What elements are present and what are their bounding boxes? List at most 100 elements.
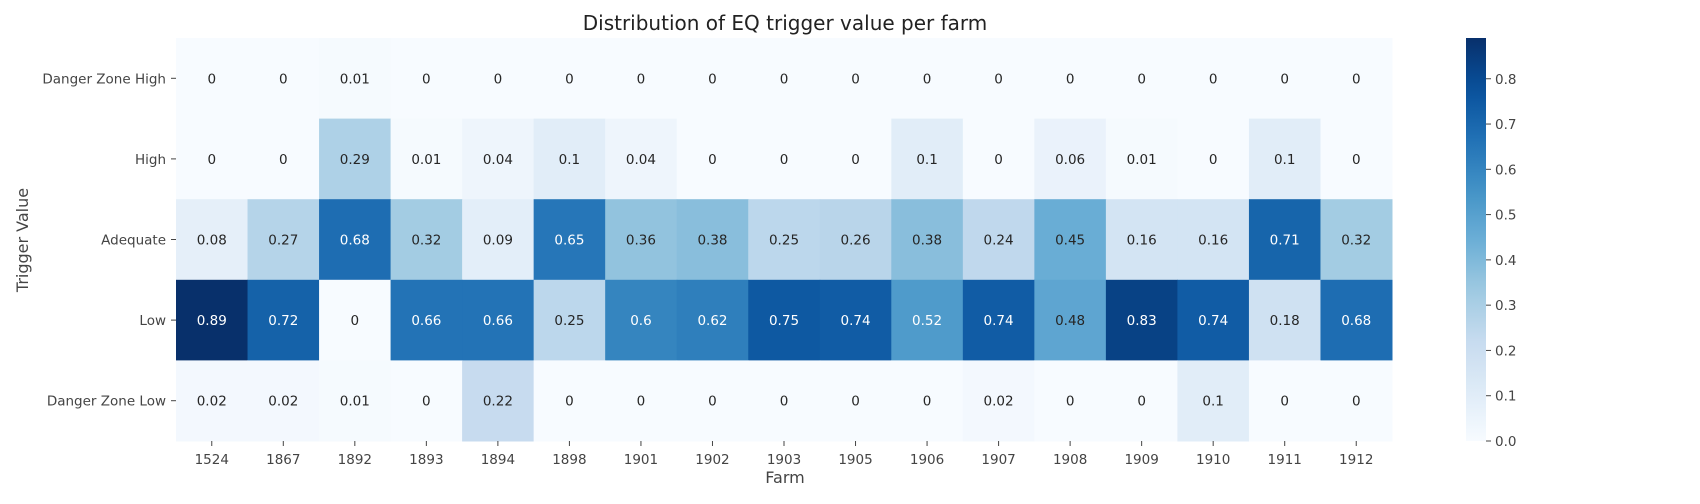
cell-value-label: 0	[1137, 71, 1146, 87]
colorbar-tick-label: 0.5	[1495, 208, 1516, 224]
heatmap-cell	[1248, 279, 1321, 361]
x-tick-label: 1903	[767, 452, 801, 468]
heatmap-cell	[605, 360, 678, 442]
cell-value-label: 0.24	[984, 233, 1014, 249]
heatmap-cell	[819, 38, 892, 120]
heatmap-cell	[319, 38, 392, 120]
cell-value-label: 0	[422, 71, 431, 87]
x-tick-label: 1894	[481, 452, 515, 468]
x-tick-label: 1902	[695, 452, 729, 468]
cell-value-label: 0	[851, 152, 860, 168]
cell-value-label: 0.01	[1127, 152, 1157, 168]
heatmap-cell	[1248, 199, 1321, 281]
y-tick-label: Adequate	[101, 233, 166, 249]
x-tick-label: 1907	[981, 452, 1015, 468]
heatmap-cell	[1034, 38, 1107, 120]
heatmap-cell	[748, 360, 821, 442]
heatmap-cell	[605, 118, 678, 200]
cell-value-label: 0.26	[840, 233, 870, 249]
heatmap-cell	[962, 38, 1035, 120]
heatmap-cell	[748, 118, 821, 200]
cell-value-label: 0.08	[197, 233, 227, 249]
heatmap-cell	[462, 199, 535, 281]
heatmap-cell	[462, 118, 535, 200]
x-tick-label: 1898	[552, 452, 586, 468]
cell-value-label: 0	[780, 71, 789, 87]
cell-value-label: 0	[207, 152, 216, 168]
cell-value-label: 0	[1066, 71, 1075, 87]
heatmap-cell	[676, 199, 749, 281]
cell-value-label: 0.89	[197, 313, 227, 329]
cell-value-label: 0.16	[1198, 233, 1228, 249]
x-tick-label: 1892	[338, 452, 372, 468]
heatmap-cell	[319, 199, 392, 281]
cell-value-label: 0.16	[1127, 233, 1157, 249]
cell-value-label: 0	[1280, 394, 1289, 410]
y-tick-label: Danger Zone Low	[47, 394, 166, 410]
y-tick-label: Low	[139, 313, 166, 329]
heatmap-cell	[605, 199, 678, 281]
heatmap-cell	[1320, 199, 1393, 281]
heatmap-cell	[962, 279, 1035, 361]
cell-value-label: 0	[1066, 394, 1075, 410]
heatmap-cell	[533, 360, 606, 442]
colorbar-tick-label: 0.1	[1495, 389, 1516, 405]
colorbar-tick-label: 0.4	[1495, 253, 1516, 269]
heatmap-cell	[891, 118, 964, 200]
cell-value-label: 0.66	[411, 313, 441, 329]
colorbar-tick-label: 0.8	[1495, 72, 1516, 88]
colorbar	[1466, 38, 1486, 441]
cell-value-label: 0.1	[916, 152, 937, 168]
cell-value-label: 0	[565, 394, 574, 410]
heatmap-cell	[1177, 118, 1250, 200]
heatmap-cell	[891, 360, 964, 442]
cell-value-label: 0	[637, 394, 646, 410]
colorbar-tick-label: 0.3	[1495, 298, 1516, 314]
heatmap-cell	[176, 279, 249, 361]
cell-value-label: 0.74	[984, 313, 1014, 329]
heatmap-cell	[1034, 279, 1107, 361]
cell-value-label: 0.66	[483, 313, 513, 329]
heatmap-cell	[962, 360, 1035, 442]
heatmap-cell	[390, 360, 463, 442]
cell-value-label: 0.25	[769, 233, 799, 249]
cell-value-label: 0.32	[411, 233, 441, 249]
heatmap-cell	[176, 118, 249, 200]
heatmap-cell	[748, 38, 821, 120]
y-tick-label: Danger Zone High	[42, 71, 166, 87]
colorbar-ticks: 0.0 0.1 0.2 0.3 0.4 0.5 0.6 0.7 0.8	[1486, 72, 1516, 450]
cell-value-label: 0.01	[340, 394, 370, 410]
heatmap-cell	[1248, 38, 1321, 120]
heatmap-cell	[748, 279, 821, 361]
cell-value-label: 0	[565, 71, 574, 87]
heatmap-cell	[748, 199, 821, 281]
cell-value-label: 0.1	[1202, 394, 1223, 410]
heatmap-cell	[533, 118, 606, 200]
cell-value-label: 0	[708, 394, 717, 410]
x-tick-label: 1908	[1053, 452, 1087, 468]
heatmap-cell	[819, 279, 892, 361]
heatmap-cell	[891, 199, 964, 281]
cell-value-label: 0.45	[1055, 233, 1085, 249]
heatmap-cell	[390, 279, 463, 361]
heatmap-cell	[962, 118, 1035, 200]
heatmap-cell	[247, 360, 320, 442]
heatmap-cell	[676, 118, 749, 200]
heatmap-cell	[319, 360, 392, 442]
heatmap-cell	[533, 279, 606, 361]
heatmap-cell	[1177, 38, 1250, 120]
y-axis-label: Trigger Value	[13, 188, 32, 293]
cell-value-label: 0	[994, 152, 1003, 168]
cell-value-label: 0.29	[340, 152, 370, 168]
heatmap-cell	[1177, 360, 1250, 442]
cell-value-label: 0	[1352, 152, 1361, 168]
y-tick-label: High	[135, 152, 166, 168]
heatmap-cell	[891, 279, 964, 361]
heatmap-cell	[390, 118, 463, 200]
cell-value-label: 0.38	[697, 233, 727, 249]
heatmap-cells: 0 0 0.01 0 0 0 0 0 0 0 0 0 0 0 0 0 0 0 0 0.29 0.01 0.04 0.1 0.0…	[176, 38, 1393, 442]
x-tick-label: 1901	[624, 452, 658, 468]
cell-value-label: 0.72	[268, 313, 298, 329]
